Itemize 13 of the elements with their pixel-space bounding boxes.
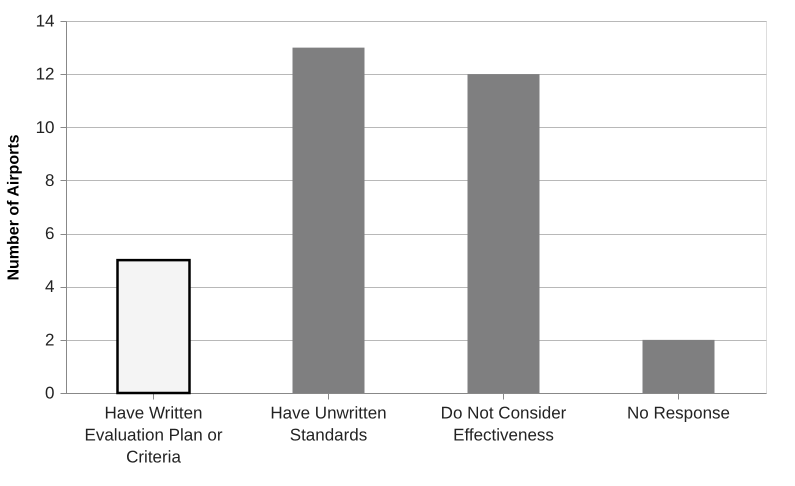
y-axis-title: Number of Airports <box>6 134 23 281</box>
y-tick-label: 14 <box>36 12 54 30</box>
x-tick-label: Have Written Evaluation Plan or Criteria <box>84 404 223 466</box>
y-tick-label: 12 <box>36 64 54 84</box>
x-tick-label: Do Not Consider Effectiveness <box>440 404 567 444</box>
y-tick-label: 4 <box>45 277 54 296</box>
y-tick-label: 10 <box>36 118 54 137</box>
y-tick-label: 8 <box>45 170 54 190</box>
x-tick-label: Have Unwritten Standards <box>270 404 387 444</box>
y-tick-label: 6 <box>45 224 54 244</box>
y-tick-label: 2 <box>45 330 54 350</box>
y-tick-label: 0 <box>45 384 54 402</box>
x-tick-label: No Response <box>626 404 730 422</box>
